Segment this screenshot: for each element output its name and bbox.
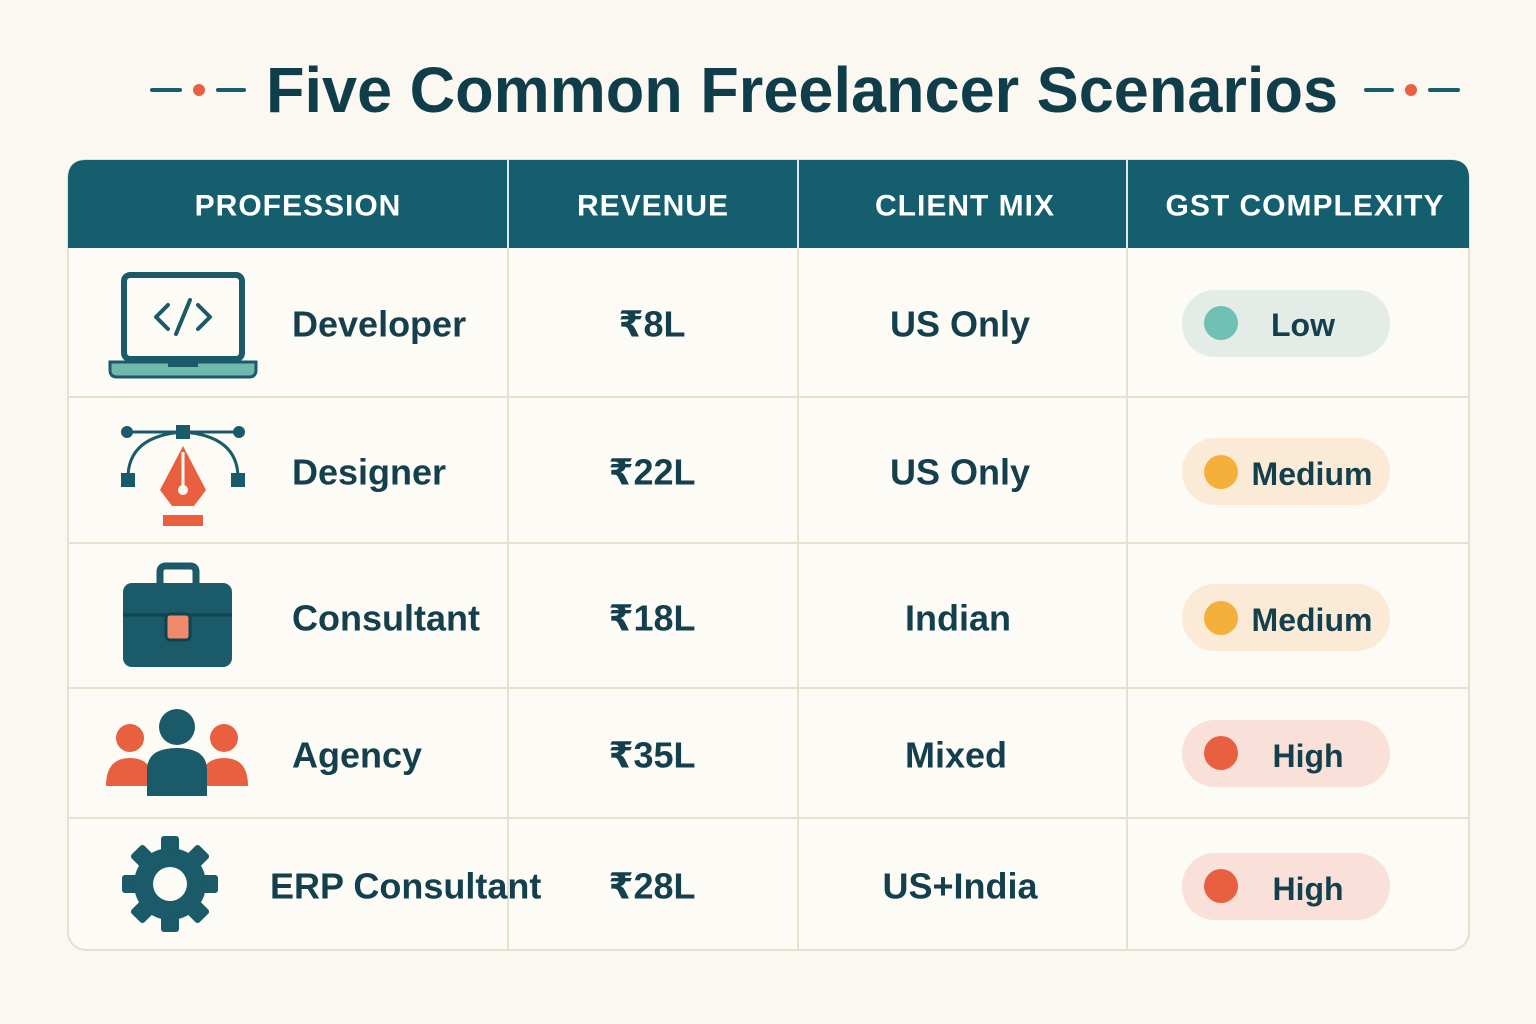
profession: Designer (292, 452, 446, 493)
profession: Consultant (292, 598, 480, 639)
profession: ERP Consultant (270, 866, 541, 907)
client-mix: Mixed (905, 735, 1007, 776)
client-mix: US Only (890, 452, 1030, 493)
revenue: ₹28L (608, 866, 695, 907)
client-mix: US+India (882, 866, 1038, 907)
complexity: High (1272, 871, 1343, 907)
table-header (68, 160, 1469, 248)
table-frame (67, 159, 1470, 951)
column-header: GST COMPLEXITY (1165, 190, 1444, 223)
column-header: CLIENT MIX (875, 190, 1055, 223)
revenue: ₹8L (618, 304, 685, 345)
complexity: High (1272, 738, 1343, 774)
briefcase-icon (123, 562, 232, 667)
pen-tool-icon (121, 425, 245, 526)
title: Five Common Freelancer Scenarios (266, 54, 1338, 126)
revenue: ₹22L (608, 452, 695, 493)
column-header: REVENUE (577, 190, 729, 223)
client-mix: Indian (905, 598, 1011, 639)
complexity-badge: Low (1182, 290, 1390, 357)
team-icon (106, 709, 248, 796)
revenue: ₹35L (608, 735, 695, 776)
complexity-badge: High (1182, 720, 1390, 787)
complexity-badge: Medium (1182, 584, 1390, 651)
complexity-badge: Medium (1182, 438, 1390, 505)
complexity: Medium (1252, 602, 1373, 638)
grid (68, 248, 1469, 950)
profession: Developer (292, 304, 466, 345)
profession: Agency (292, 735, 422, 776)
laptop-icon (108, 272, 258, 379)
title-decoration-left (150, 84, 246, 96)
client-mix: US Only (890, 304, 1030, 345)
revenue: ₹18L (608, 598, 695, 639)
column-header: PROFESSION (195, 190, 402, 223)
title-decoration-right (1364, 84, 1460, 96)
complexity: Medium (1252, 456, 1373, 492)
gear-icon (122, 836, 218, 932)
complexity-badge: High (1182, 853, 1390, 920)
complexity: Low (1271, 307, 1335, 343)
